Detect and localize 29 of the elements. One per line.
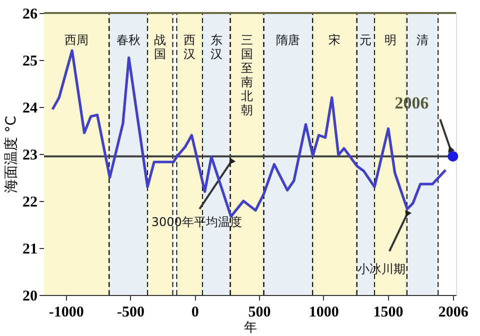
y-tick-label: 21: [22, 242, 38, 258]
annotation: 2006: [394, 93, 429, 112]
band-label: 三国至南北朝: [241, 33, 254, 117]
band-label: 东汉: [210, 33, 222, 61]
band-label: 西周: [64, 33, 89, 47]
y-axis-title: 海面温度 °C: [4, 116, 20, 194]
band-label: 春秋: [116, 33, 140, 47]
x-tick-label: -1000: [48, 304, 84, 320]
band-label: 宋: [328, 33, 341, 47]
x-tick-label: 0: [191, 304, 199, 320]
band-label: 清: [416, 33, 429, 47]
band-label: 隋唐: [276, 33, 300, 47]
x-tick-label: 2006: [438, 304, 469, 320]
y-tick-label: 23: [22, 148, 38, 164]
line-series: [51, 49, 447, 218]
x-tick-label: 1500: [373, 304, 404, 320]
x-tick-label: 500: [248, 304, 271, 320]
y-tick-label: 24: [22, 100, 38, 116]
y-tick-label: 25: [22, 54, 38, 70]
x-tick-label: -500: [117, 304, 145, 320]
band-label: 战国: [154, 33, 166, 61]
y-tick-label: 20: [22, 288, 38, 304]
band-label: 西汉: [184, 33, 196, 61]
x-tick-label: 1000: [308, 304, 339, 320]
x-axis-title: 年: [244, 320, 257, 336]
band-label: 元: [360, 33, 372, 47]
y-tick-label: 26: [22, 6, 38, 22]
y-tick-label: 22: [22, 194, 38, 210]
band-label: 明: [384, 33, 397, 47]
